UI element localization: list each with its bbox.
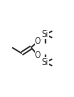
Text: O: O [35, 37, 41, 46]
Text: Si: Si [42, 58, 49, 67]
Text: O: O [35, 51, 41, 60]
Text: Si: Si [42, 30, 49, 39]
